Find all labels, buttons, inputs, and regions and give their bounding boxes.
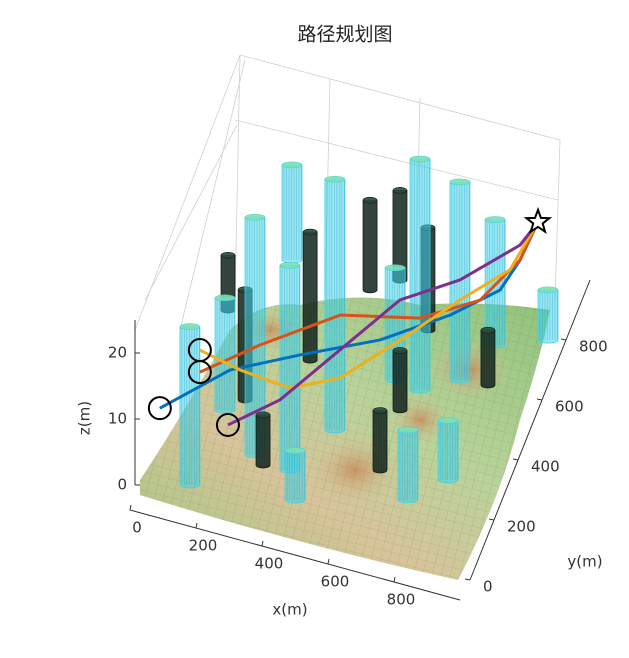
goal-marker — [523, 207, 553, 234]
obstacles — [179, 155, 559, 504]
x-tick-label: 200 — [189, 537, 218, 555]
obstacle-body — [437, 420, 459, 484]
x-tick-label: 0 — [132, 519, 142, 537]
obstacle — [324, 175, 346, 434]
y-tick — [560, 338, 567, 341]
obstacle-top — [284, 447, 306, 454]
z-axis-label: z(m) — [76, 401, 94, 435]
obstacle — [214, 294, 236, 414]
x-tick-label: 400 — [255, 555, 284, 573]
x-tick — [327, 558, 330, 565]
obstacle-top — [372, 407, 388, 414]
obstacle-top — [279, 262, 301, 269]
y-tick-label: 400 — [531, 458, 560, 476]
axes: 0 200 400 600 800 0 200 400 600 800 0 10 20 — [108, 279, 608, 609]
obstacle-body — [324, 178, 346, 434]
obstacle-top — [397, 426, 419, 434]
z-tick-label: 10 — [108, 410, 127, 428]
obstacle-body — [214, 297, 236, 414]
x-tick — [393, 576, 396, 583]
obstacle — [302, 228, 318, 364]
obstacle-top — [302, 228, 318, 236]
path-line — [199, 221, 540, 374]
x-tick — [195, 522, 198, 529]
y-tick-label: 0 — [483, 578, 493, 596]
obstacle-top — [281, 161, 303, 169]
x-tick — [261, 540, 264, 547]
obstacle — [362, 196, 378, 294]
obstacle — [437, 417, 459, 484]
obstacle-top — [480, 326, 496, 334]
obstacle — [392, 347, 408, 414]
obstacle — [372, 407, 388, 474]
obstacle-top — [392, 347, 408, 354]
z-tick-label: 20 — [108, 344, 127, 362]
z-tick-label: 0 — [117, 476, 127, 494]
y-axis-label: y(m) — [567, 553, 602, 571]
obstacle-top — [179, 323, 201, 330]
chart-title: 路径规划图 — [297, 24, 392, 46]
obstacle-top — [324, 175, 346, 183]
obstacle — [244, 213, 266, 459]
path-line — [199, 221, 540, 390]
obstacle-top — [384, 264, 406, 272]
y-tick — [488, 518, 495, 521]
obstacle-body — [449, 181, 471, 384]
y-tick — [464, 578, 471, 581]
obstacle — [284, 447, 306, 504]
y-tick — [512, 458, 519, 461]
y-tick-label: 200 — [507, 518, 536, 536]
start-marker — [147, 396, 172, 421]
x-tick — [129, 504, 132, 511]
obstacle — [397, 426, 419, 504]
obstacle — [281, 161, 303, 264]
obstacle — [409, 155, 431, 394]
obstacle-top — [537, 286, 559, 294]
obstacle-body — [409, 158, 431, 394]
obstacle-top — [255, 411, 271, 419]
y-tick-label: 600 — [555, 398, 584, 416]
start-marker — [215, 412, 240, 437]
obstacle — [279, 262, 301, 474]
obstacle-top — [362, 196, 378, 204]
obstacle — [537, 286, 559, 344]
paths — [147, 207, 553, 437]
obstacle-body — [397, 429, 419, 504]
obstacle-top — [409, 155, 431, 163]
x-tick-label: 600 — [321, 573, 350, 591]
obstacle-body — [179, 326, 201, 489]
obstacle-top — [220, 251, 236, 259]
x-axis-label: x(m) — [272, 601, 307, 619]
y-axis-line — [469, 279, 591, 581]
start-marker — [187, 338, 212, 363]
obstacle-top — [449, 178, 471, 186]
x-axis-line — [129, 509, 461, 601]
obstacle-body — [537, 289, 559, 344]
path-line — [227, 220, 540, 427]
obstacle — [179, 323, 201, 489]
y-tick-label: 800 — [579, 338, 608, 356]
obstacle-body — [284, 450, 306, 504]
obstacle-top — [484, 216, 506, 223]
y-tick — [536, 398, 543, 401]
obstacle-top — [244, 213, 266, 221]
x-tick-label: 800 — [387, 591, 416, 609]
obstacle-top — [392, 187, 408, 194]
obstacle-top — [214, 294, 236, 302]
obstacle-top — [437, 417, 459, 424]
obstacle — [449, 178, 471, 384]
obstacle — [480, 326, 496, 389]
obstacle — [255, 411, 271, 469]
